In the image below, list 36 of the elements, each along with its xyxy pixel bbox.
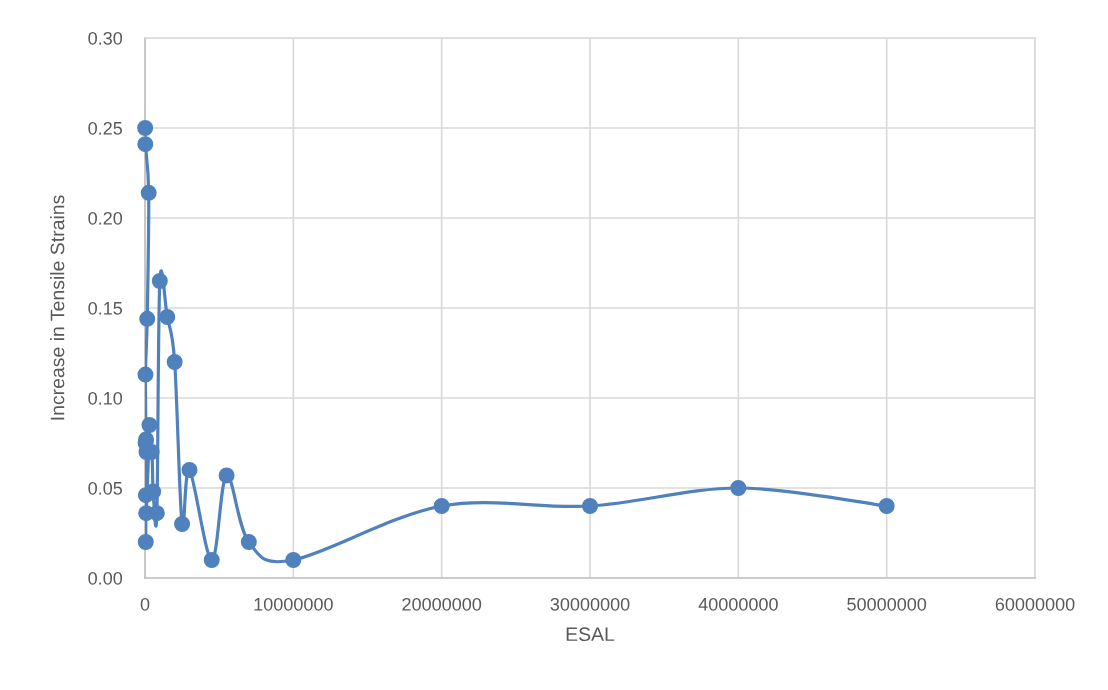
y-tick-label: 0.25	[88, 121, 123, 135]
point	[151, 273, 168, 289]
point	[141, 417, 158, 433]
point	[139, 310, 156, 327]
point	[218, 467, 235, 484]
y-tick-label: 0.00	[88, 571, 123, 585]
point	[137, 534, 154, 550]
y-axis-title: Increase in Tensile Strains	[50, 195, 65, 420]
point	[174, 516, 191, 532]
x-tick-label: 40000000	[698, 597, 778, 611]
point	[137, 136, 154, 153]
x-tick-label: 30000000	[550, 597, 630, 611]
point	[137, 120, 154, 136]
point	[433, 498, 450, 514]
y-tick-label: 0.10	[88, 391, 123, 405]
x-axis-title: ESAL	[566, 627, 615, 642]
point	[582, 498, 598, 514]
point	[140, 184, 157, 201]
y-tick-label: 0.30	[88, 31, 123, 45]
point	[240, 534, 257, 550]
y-tick-label: 0.05	[88, 481, 123, 495]
x-tick-label: 10000000	[254, 597, 333, 611]
x-tick-label: 50000000	[847, 597, 927, 611]
point	[878, 498, 895, 514]
point	[181, 462, 198, 478]
x-tick-label: 0	[140, 597, 150, 611]
point	[285, 552, 302, 568]
point	[730, 480, 747, 496]
point	[203, 552, 220, 568]
point	[166, 354, 183, 370]
y-tick-label: 0.20	[88, 211, 123, 225]
point	[159, 309, 176, 325]
x-tick-label: 20000000	[402, 597, 482, 611]
point	[137, 366, 154, 383]
x-tick-label: 60000000	[995, 597, 1075, 611]
y-tick-label: 0.15	[88, 301, 123, 315]
